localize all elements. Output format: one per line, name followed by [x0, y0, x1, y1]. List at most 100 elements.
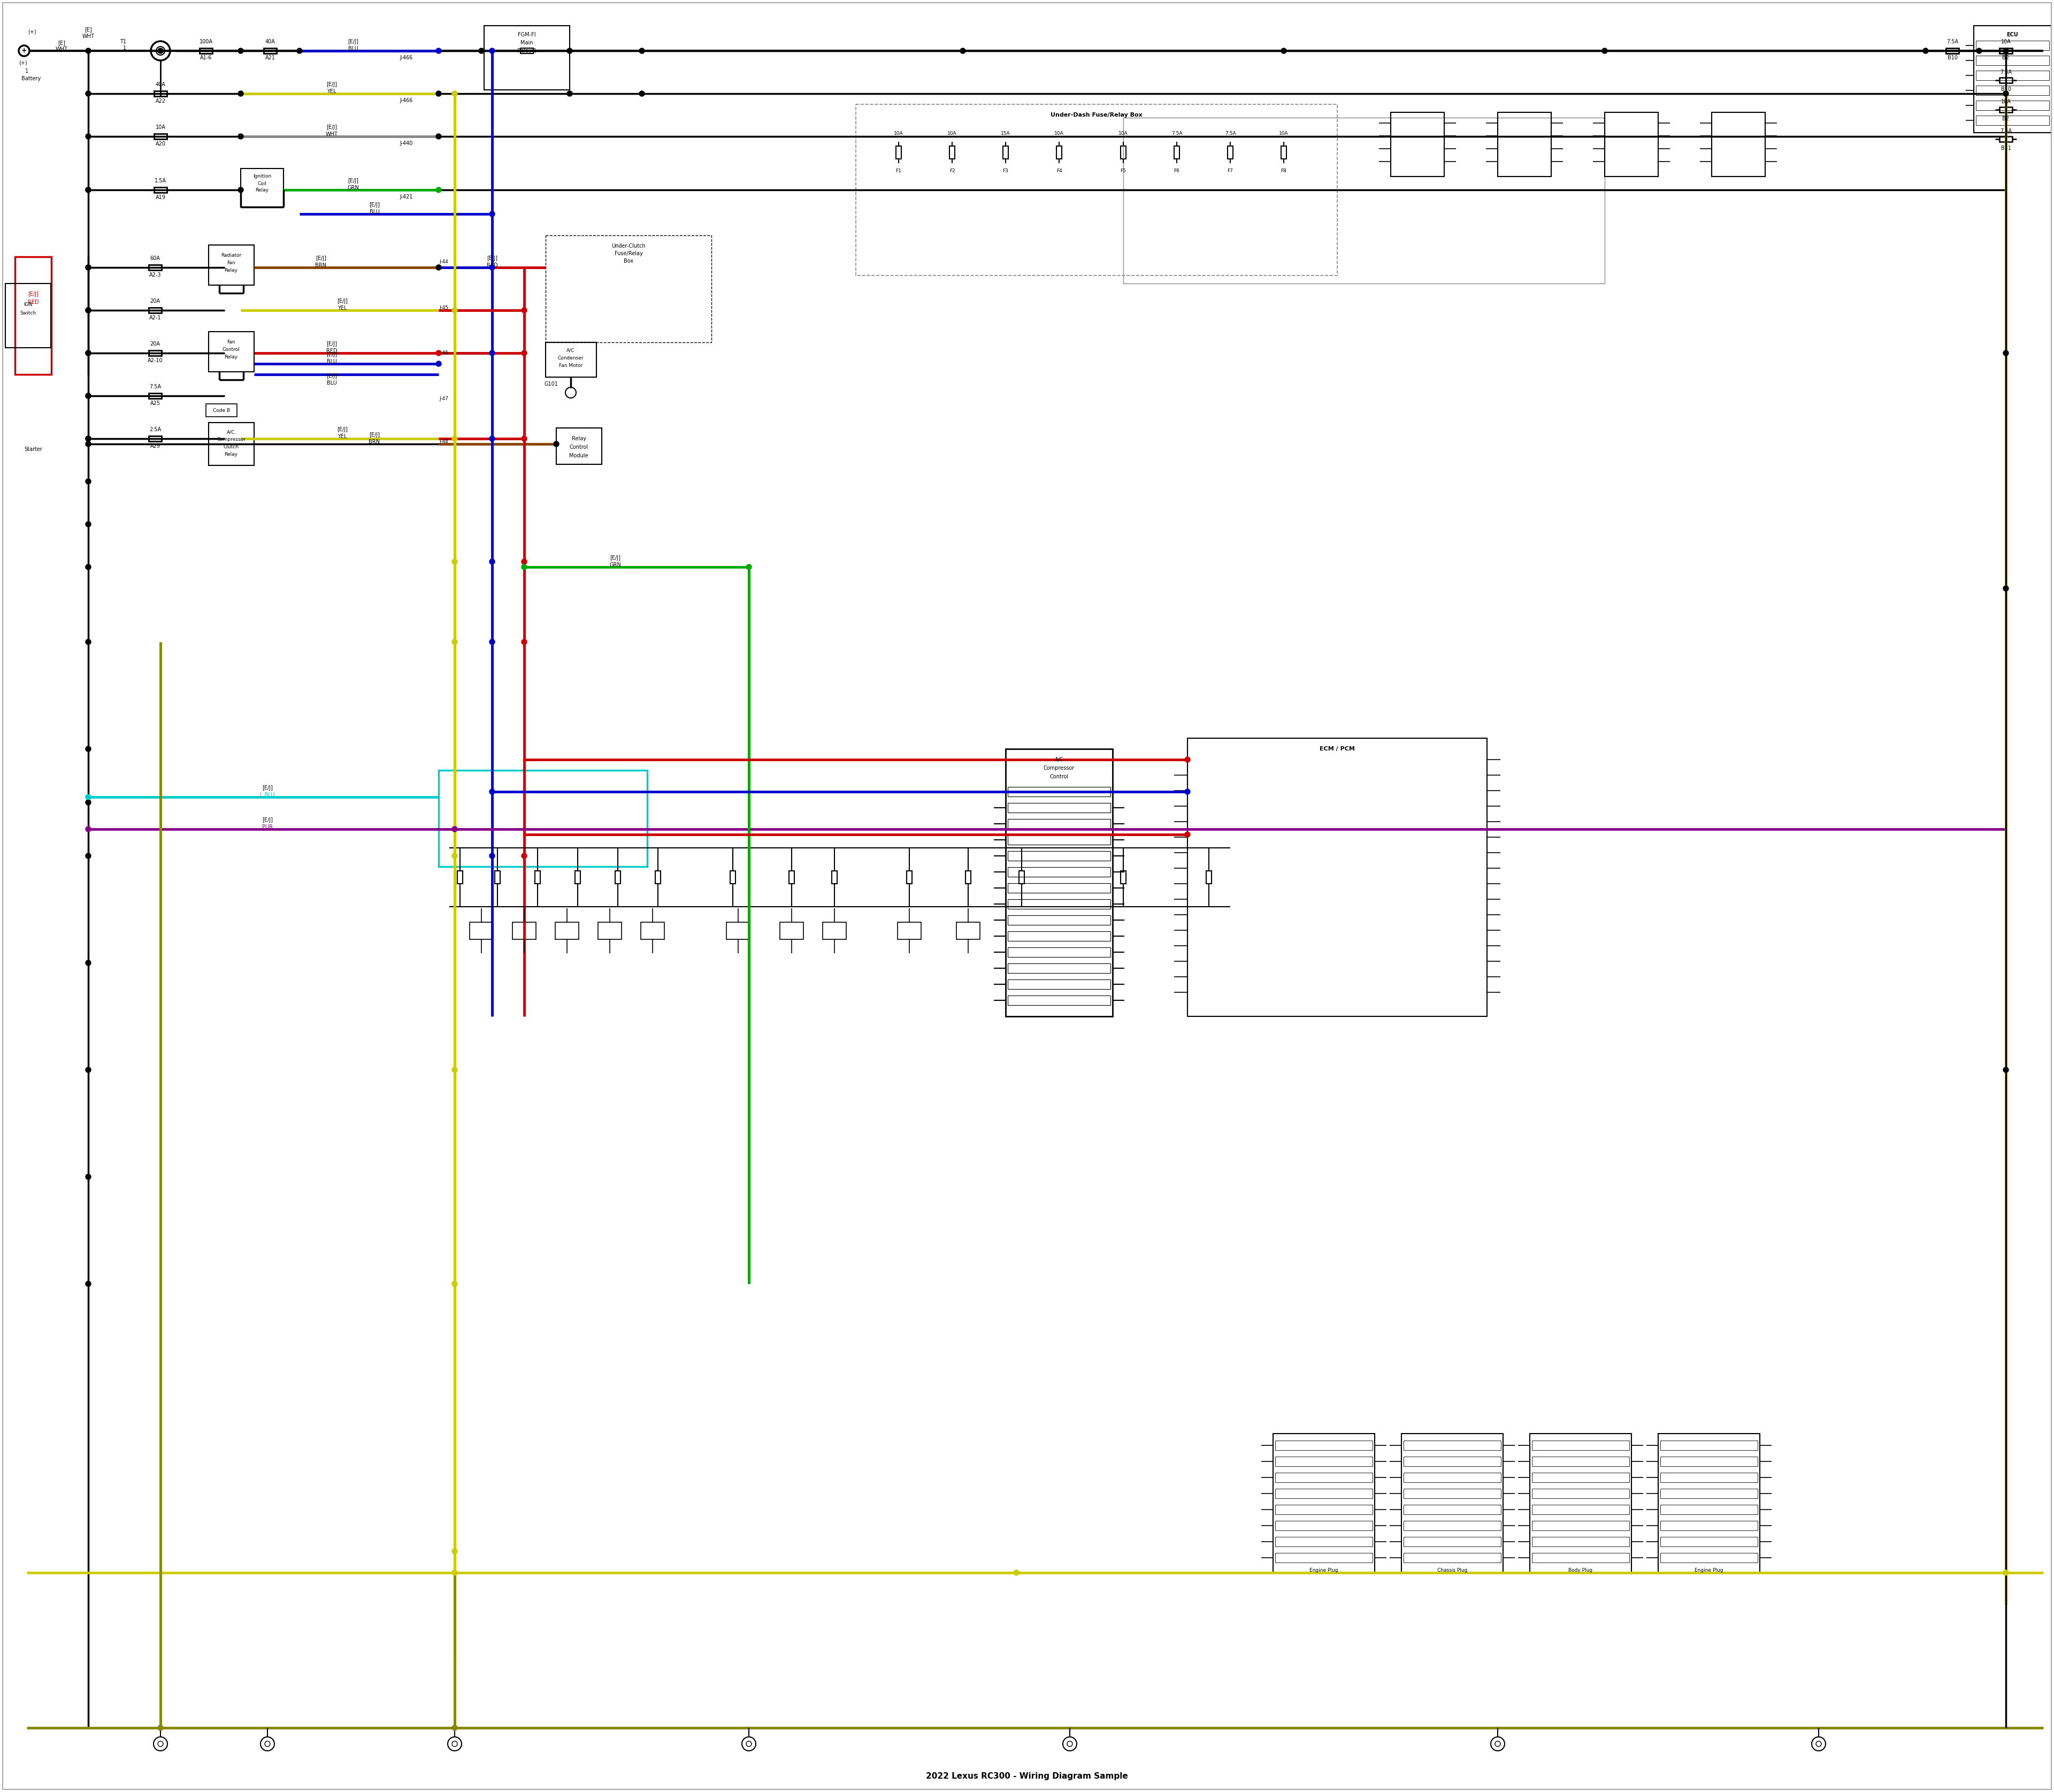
Bar [1660, 1473, 1758, 1482]
Bar [210, 423, 255, 466]
Text: WHT: WHT [55, 47, 68, 52]
Text: J-46: J-46 [440, 351, 448, 355]
Circle shape [86, 1281, 90, 1287]
Text: Under-Clutch: Under-Clutch [612, 244, 645, 249]
Circle shape [452, 435, 458, 441]
Circle shape [452, 826, 458, 831]
Bar [1974, 25, 2052, 133]
Bar [148, 435, 162, 441]
Bar [148, 308, 162, 314]
Text: YEL: YEL [327, 90, 337, 95]
Text: PUR: PUR [263, 824, 273, 830]
Bar [1660, 1441, 1758, 1450]
Circle shape [86, 564, 90, 570]
Text: J-466: J-466 [401, 99, 413, 104]
Text: Relay 1: Relay 1 [518, 48, 536, 54]
Text: [E/J]: [E/J] [263, 817, 273, 823]
Bar [1976, 41, 2050, 50]
Circle shape [86, 186, 90, 192]
Text: A21: A21 [265, 56, 275, 61]
Circle shape [452, 91, 458, 97]
Text: B2: B2 [2003, 116, 2009, 122]
Bar [781, 923, 803, 939]
Text: Module: Module [569, 453, 587, 459]
Bar [1403, 1505, 1501, 1514]
Bar [1532, 1489, 1629, 1498]
Circle shape [86, 826, 90, 831]
Text: 10A: 10A [893, 131, 904, 136]
Bar [1945, 48, 1960, 54]
Circle shape [452, 1570, 458, 1575]
Bar [1976, 56, 2050, 65]
Text: Relay: Relay [224, 269, 238, 272]
Text: Clutch: Clutch [224, 444, 238, 450]
Text: Ignition: Ignition [253, 174, 271, 179]
Text: J-466: J-466 [401, 56, 413, 61]
Text: A2-3: A2-3 [150, 272, 160, 278]
Text: [E/J]: [E/J] [487, 256, 497, 262]
Circle shape [238, 91, 242, 97]
Text: IGN: IGN [23, 303, 33, 306]
Circle shape [452, 1548, 458, 1554]
Text: [E/J]: [E/J] [316, 256, 327, 262]
Text: [E]: [E] [84, 27, 92, 32]
Bar [1532, 1505, 1629, 1514]
Bar [1403, 1538, 1501, 1546]
Text: 7.5A: 7.5A [150, 383, 160, 389]
Bar [458, 871, 462, 883]
Bar [148, 265, 162, 271]
Bar [546, 342, 596, 376]
Circle shape [238, 134, 242, 140]
Text: Fan: Fan [226, 262, 236, 265]
Bar [898, 923, 920, 939]
Text: [E/J]: [E/J] [337, 299, 347, 305]
Circle shape [452, 1281, 458, 1287]
Circle shape [452, 1068, 458, 1073]
Text: 1: 1 [25, 68, 29, 73]
Bar [575, 871, 581, 883]
Bar [199, 48, 212, 54]
Bar [896, 145, 902, 159]
Text: Relay: Relay [224, 355, 238, 360]
Text: A29: A29 [150, 443, 160, 448]
Text: [E/J]: [E/J] [347, 39, 357, 45]
Bar [1999, 77, 2013, 82]
Bar [949, 145, 955, 159]
Bar [614, 871, 620, 883]
Bar [546, 235, 711, 342]
Circle shape [522, 564, 528, 570]
Circle shape [86, 265, 90, 271]
Text: Chassis Plug: Chassis Plug [1438, 1568, 1467, 1572]
Bar [1019, 871, 1025, 883]
Text: A25: A25 [150, 401, 160, 407]
Circle shape [86, 186, 90, 192]
Bar [1999, 136, 2013, 142]
Bar [1282, 145, 1286, 159]
Bar [1009, 996, 1111, 1005]
Circle shape [1282, 48, 1286, 54]
Bar [1276, 1441, 1372, 1450]
Circle shape [567, 48, 573, 54]
Text: A/C: A/C [226, 430, 236, 435]
Bar [598, 923, 622, 939]
Text: Starter: Starter [25, 446, 43, 452]
Bar [1532, 1473, 1629, 1482]
Text: Under-Dash Fuse/Relay Box: Under-Dash Fuse/Relay Box [1050, 113, 1142, 118]
Circle shape [522, 308, 528, 314]
Text: Fan: Fan [226, 340, 236, 344]
Circle shape [2003, 91, 2009, 97]
Bar [210, 246, 255, 285]
Circle shape [435, 360, 442, 366]
Text: 40A: 40A [265, 39, 275, 45]
Bar [1273, 1434, 1374, 1573]
Text: RED: RED [327, 348, 337, 353]
Text: Engine Plug: Engine Plug [1310, 1568, 1337, 1572]
Circle shape [86, 745, 90, 751]
Bar [1009, 867, 1111, 876]
Bar [470, 923, 493, 939]
Circle shape [86, 308, 90, 314]
Bar [1276, 1457, 1372, 1466]
Bar [1009, 803, 1111, 812]
Circle shape [86, 640, 90, 645]
Text: Control: Control [222, 348, 240, 353]
